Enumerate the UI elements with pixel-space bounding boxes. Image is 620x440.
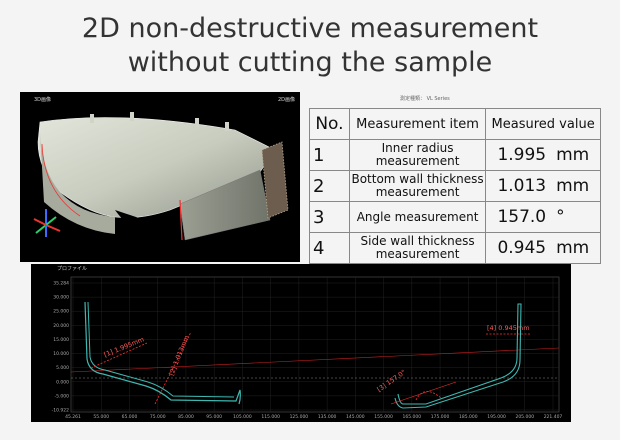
profile-inner	[87, 301, 235, 398]
row-value: 157.0	[485, 201, 552, 233]
row-no: 1	[309, 139, 350, 171]
row-value: 1.995	[485, 139, 552, 171]
row-unit: mm	[551, 139, 602, 171]
x-tick-label: 85.000	[178, 414, 194, 420]
reference-line	[70, 347, 560, 373]
x-tick-label: 95.000	[206, 414, 222, 420]
row-unit: mm	[551, 170, 602, 202]
row-item: Inner radius measurement	[348, 139, 487, 171]
y-tick-label: 30.000	[53, 295, 69, 301]
measure-3-label: [3] 157.0°	[376, 368, 408, 394]
profile-plot[interactable]: 35.284 30.000 25.000 20.000 15.000 10.000 5.00…	[31, 264, 571, 422]
x-tick-label: 55.000	[93, 414, 109, 420]
y-tick-label: 15.000	[53, 337, 69, 343]
row-item: Bottom wall thickness measurement	[348, 170, 487, 202]
measure-1-label: [1] 1.995mm	[103, 335, 145, 358]
measure-4-label: [4] 0.945mm	[487, 324, 530, 332]
title-line-1: 2D non-destructive measurement	[81, 13, 539, 44]
y-tick-label: 5.000	[56, 365, 69, 371]
col-header-item: Measurement item	[348, 108, 487, 140]
row-value: 0.945	[485, 232, 552, 264]
measurement-table: No. Measurement item Measured value 1 In…	[309, 108, 602, 264]
software-header: 測定種類： VL Series	[400, 96, 450, 102]
x-tick-label: 221.407	[544, 414, 563, 420]
row-no: 2	[309, 170, 350, 202]
profile-title: プロファイル	[57, 266, 88, 272]
x-tick-label: 135.000	[318, 414, 337, 420]
measure-2-line	[154, 331, 192, 405]
y-tick-label: 0.000	[56, 379, 69, 385]
row-item-line2: measurement	[375, 154, 460, 168]
table-header-row: No. Measurement item Measured value	[309, 108, 601, 140]
row-item-line1: Inner radius	[381, 141, 454, 155]
measure-2-label: [2] 1.013mm	[167, 334, 190, 376]
y-tick-label: 25.000	[53, 309, 69, 315]
table-row: 1 Inner radius measurement 1.995 mm	[309, 139, 602, 171]
y-tick-label: -10.922	[52, 408, 70, 414]
y-tick-label: -5.000	[54, 393, 69, 399]
col-header-value: Measured value	[485, 108, 601, 140]
row-item-line1: Bottom wall thickness	[351, 172, 484, 186]
profile-panel[interactable]: プロファイル 35.284 30.000 25.000 20.000 15.000 10.…	[31, 264, 571, 422]
x-tick-label: 175.000	[431, 414, 450, 420]
y-tick-label: 35.284	[53, 281, 69, 287]
axis-triad-icon	[33, 209, 61, 237]
profile-outer	[84, 301, 241, 405]
x-tick-label: 165.000	[403, 414, 422, 420]
y-tick-label: 10.000	[53, 351, 69, 357]
row-value: 1.013	[485, 170, 552, 202]
row-item: Side wall thickness measurement	[348, 232, 487, 264]
x-tick-label: 205.000	[515, 414, 534, 420]
x-tick-label: 45.261	[65, 414, 81, 420]
row-item-line1: Angle measurement	[356, 209, 479, 224]
3d-viewer[interactable]: 3D画像 2D画像	[20, 92, 300, 262]
3d-part-render	[33, 112, 289, 241]
profile-right	[394, 303, 522, 409]
page-title: 2D non-destructive measurement without c…	[0, 12, 620, 80]
table-row: 4 Side wall thickness measurement 0.945 m…	[309, 232, 602, 264]
viewer-label-2d: 2D画像	[278, 97, 296, 103]
row-unit: °	[551, 201, 602, 233]
row-item-line1: Side wall thickness	[360, 234, 475, 248]
table-row: 2 Bottom wall thickness measurement 1.013…	[309, 170, 602, 202]
title-line-2: without cutting the sample	[127, 47, 493, 78]
x-tick-label: 185.000	[459, 414, 478, 420]
x-tick-label: 195.000	[487, 414, 506, 420]
x-tick-label: 125.000	[290, 414, 309, 420]
x-tick-label: 105.000	[233, 414, 252, 420]
x-tick-label: 155.000	[374, 414, 393, 420]
row-item: Angle measurement	[348, 201, 487, 233]
plot-frame	[70, 276, 560, 413]
y-tick-label: 20.000	[53, 323, 69, 329]
row-item-line2: measurement	[375, 185, 460, 199]
row-no: 3	[309, 201, 350, 233]
x-tick-label: 75.000	[150, 414, 166, 420]
x-tick-label: 145.000	[346, 414, 365, 420]
row-unit: mm	[551, 232, 602, 264]
x-tick-label: 65.000	[122, 414, 138, 420]
x-tick-label: 115.000	[261, 414, 280, 420]
table-row: 3 Angle measurement 157.0 °	[309, 201, 602, 233]
col-header-no: No.	[309, 108, 350, 140]
viewer-label-3d: 3D画像	[34, 97, 52, 103]
measure-3-ray	[390, 381, 457, 405]
row-no: 4	[309, 232, 350, 264]
row-item-line2: measurement	[375, 247, 460, 261]
